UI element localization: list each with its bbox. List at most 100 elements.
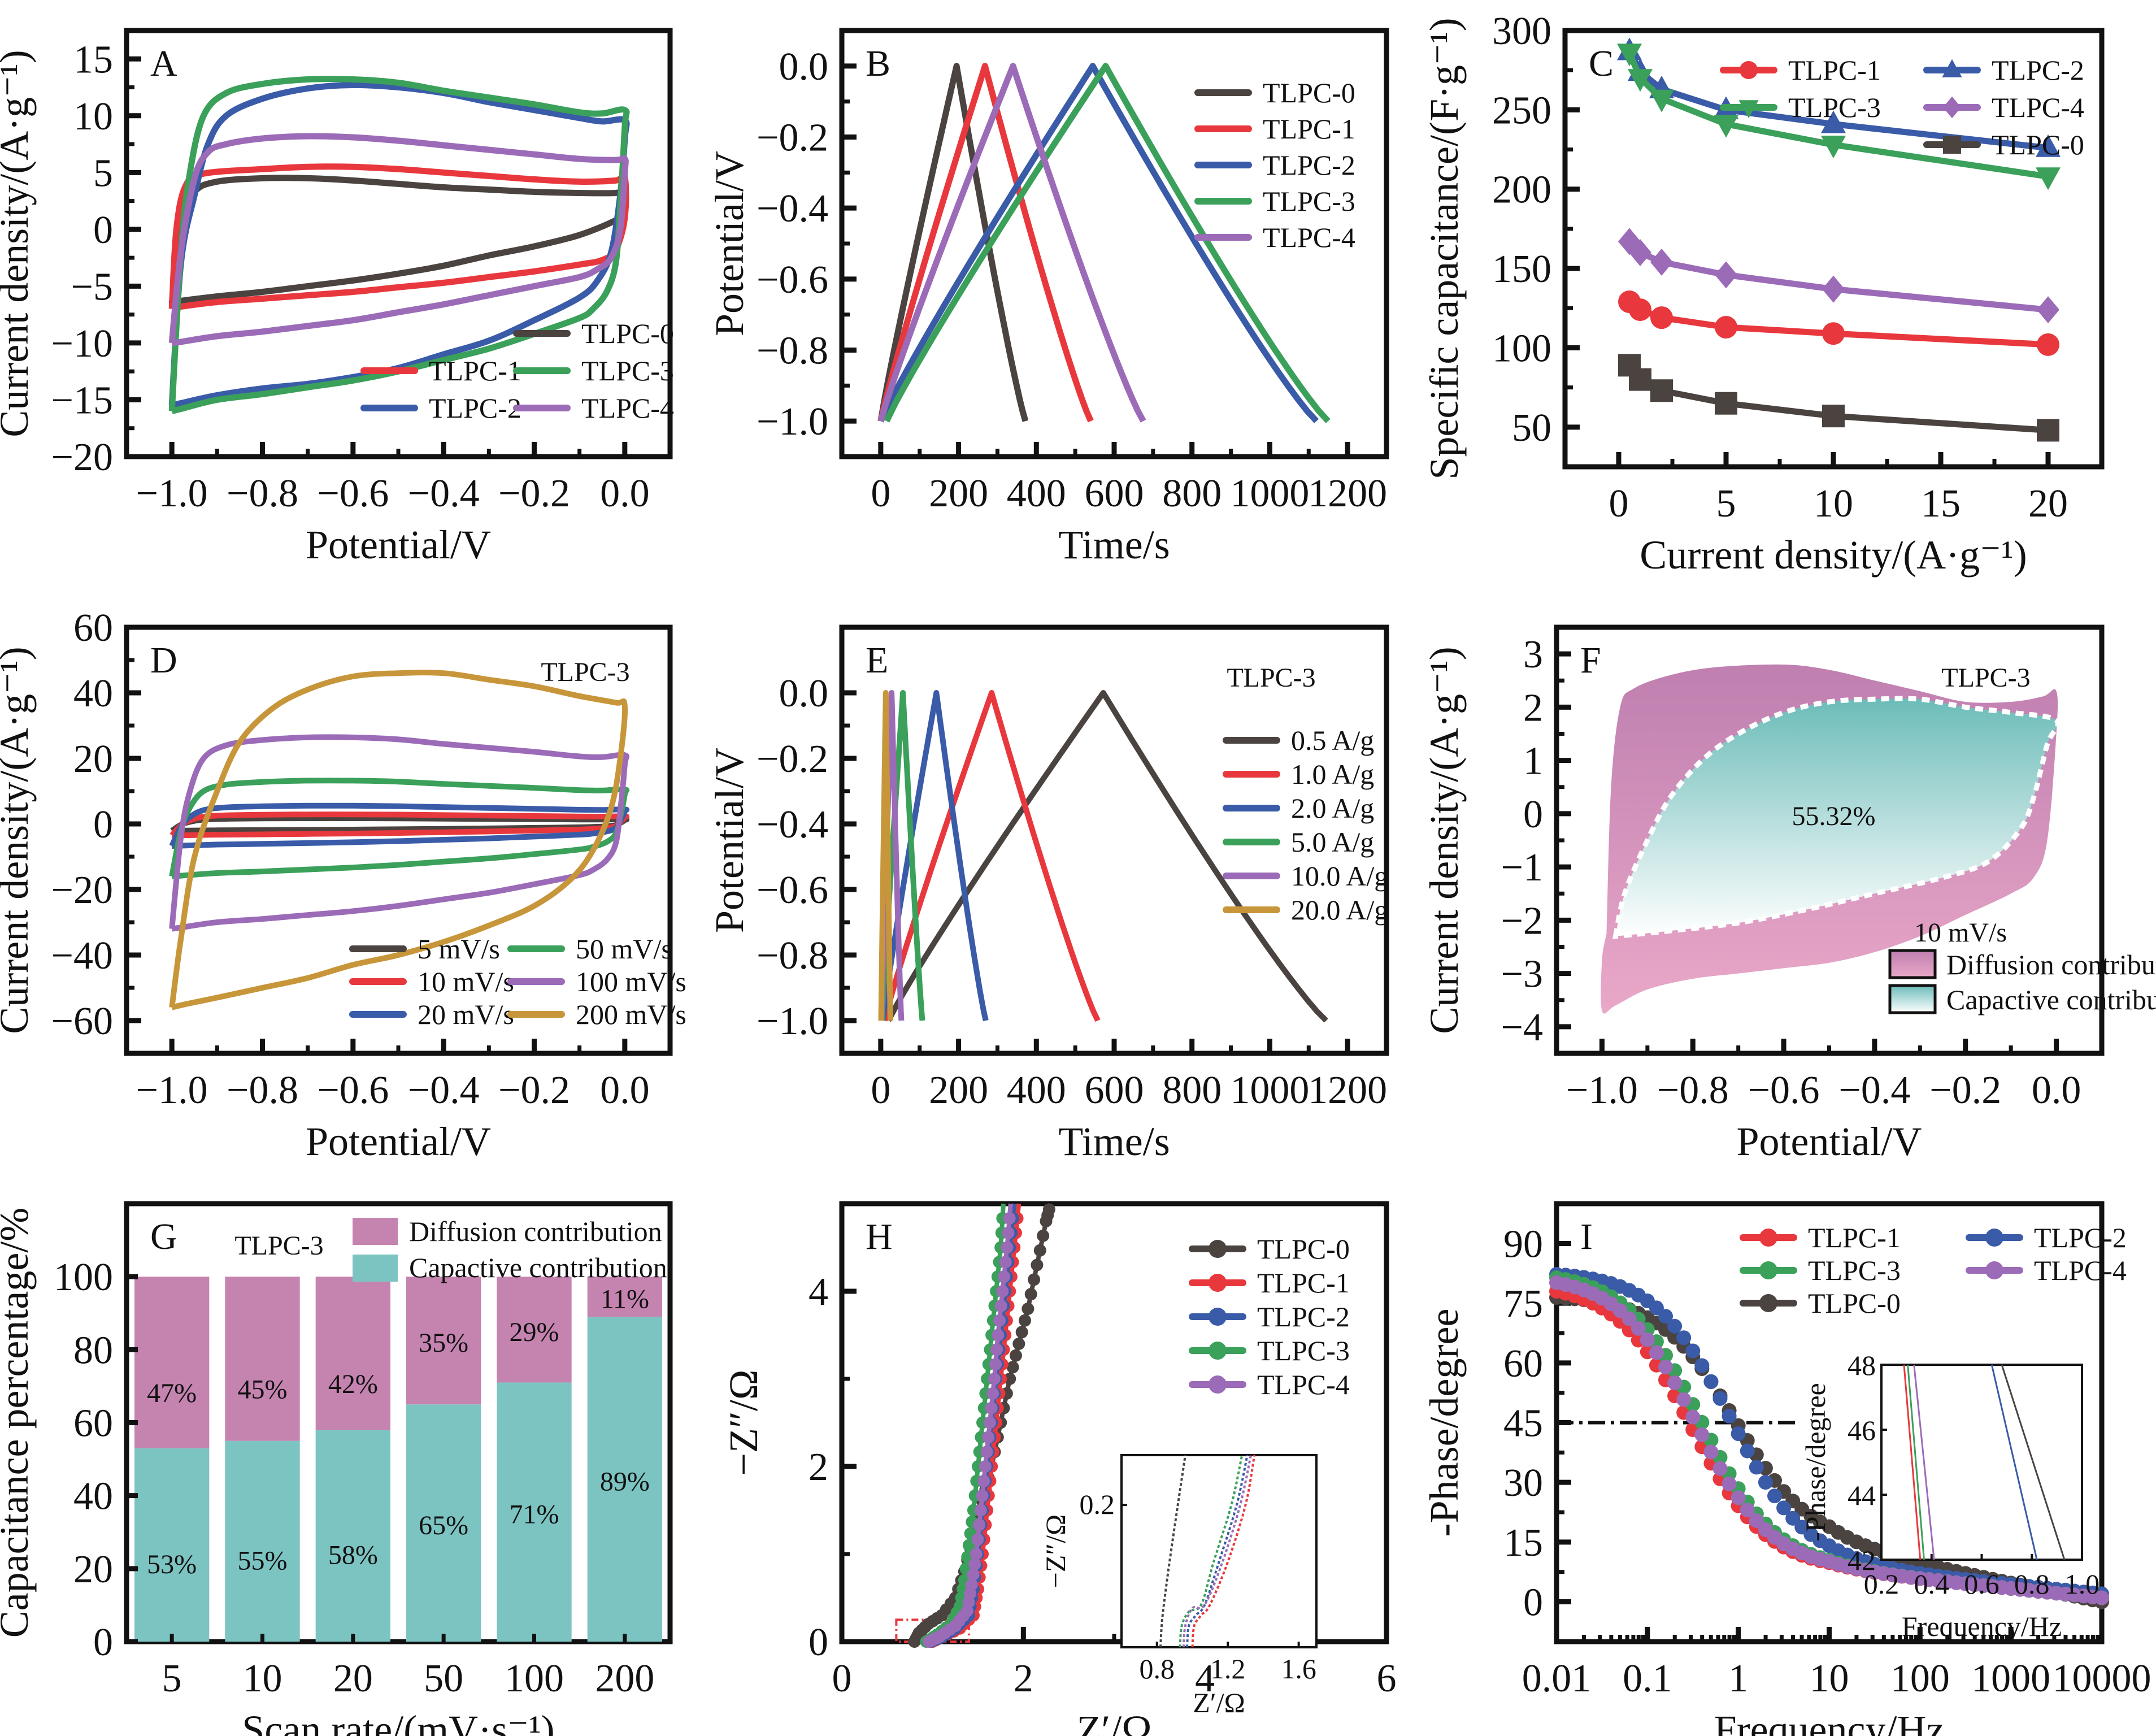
y-tick-label: 3: [1523, 633, 1543, 676]
phase-point: [1749, 1513, 1764, 1528]
nyquist-point: [993, 1314, 1006, 1327]
x-tick-label: 10000: [2053, 1657, 2151, 1700]
bar-diffusion: [225, 1277, 300, 1441]
inset-y-axis-title: -Phase/degree: [1799, 1383, 1831, 1541]
legend-swatch-capacitive: [1888, 984, 1937, 1014]
legend-label: TLPC-4: [1257, 1369, 1350, 1400]
triangle-down-marker: [1649, 89, 1674, 112]
panel-label: B: [866, 43, 890, 84]
x-axis-title: Z′/Ω: [1076, 1707, 1151, 1736]
y-axis-title: Specific capacitance/(F·g⁻¹): [1422, 18, 1467, 479]
x-tick-label: 15: [1921, 482, 1961, 526]
x-tick-label: 0.01: [1522, 1657, 1592, 1700]
nyquist-point: [994, 1299, 1007, 1312]
x-tick-label: −0.2: [1929, 1069, 2001, 1112]
legend-label: TLPC-4: [581, 392, 674, 424]
nyquist-point: [1002, 1226, 1015, 1239]
circle-marker: [1985, 1229, 2003, 1247]
legend-label: TLPC-0: [581, 318, 674, 349]
x-axis-title: Time/s: [1058, 522, 1170, 567]
legend-label: 5 mV/s: [418, 933, 500, 965]
legend-label: TLPC-1: [1263, 113, 1355, 145]
square-marker: [1650, 379, 1673, 402]
y-tick-label: 0: [93, 1621, 113, 1664]
y-tick-label: 0: [808, 1621, 828, 1664]
y-tick-label: −1.0: [757, 400, 828, 444]
x-tick-label: 600: [1085, 472, 1144, 515]
phase-point: [1676, 1330, 1692, 1346]
y-tick-label: 20: [73, 737, 113, 781]
phase-point: [1667, 1318, 1683, 1334]
y-tick-label: −0.8: [757, 329, 828, 373]
gcd-curve-tlpc-1: [877, 63, 1094, 423]
nyquist-point: [1028, 1273, 1041, 1286]
x-tick-label: 50: [424, 1657, 463, 1700]
y-tick-label: −20: [51, 869, 113, 912]
y-tick-label: −4: [1501, 1006, 1543, 1049]
y-tick-label: 20: [73, 1548, 113, 1591]
square-marker: [1629, 368, 1651, 391]
phase-point: [1694, 1358, 1710, 1373]
square-marker: [1822, 405, 1845, 428]
x-tick-label: −0.6: [1748, 1069, 1820, 1112]
phase-point: [1740, 1443, 1755, 1459]
nyquist-point: [1006, 1361, 1019, 1374]
nyquist-point: [1003, 1212, 1016, 1225]
bar-value-label: 55%: [238, 1546, 288, 1576]
bar-value-label: 89%: [600, 1467, 650, 1497]
x-tick-label: 0.0: [600, 472, 650, 515]
x-tick-label: 800: [1162, 1069, 1222, 1112]
y-tick-label: 40: [73, 1475, 113, 1518]
y-tick-label: 15: [1503, 1521, 1543, 1565]
legend-label: TLPC-1: [1808, 1222, 1901, 1253]
legend-label: TLPC-0: [1257, 1233, 1350, 1265]
nyquist-point: [974, 1504, 987, 1517]
triangle-down-marker: [1714, 115, 1738, 138]
nyquist-point: [967, 1568, 980, 1581]
legend-label: TLPC-3: [1263, 185, 1355, 217]
circle-marker: [1759, 1229, 1777, 1247]
nyquist-point: [970, 1548, 983, 1560]
phase-point: [1676, 1392, 1692, 1407]
legend-label: TLPC-1: [1257, 1267, 1350, 1299]
x-tick-label: −0.6: [317, 1069, 389, 1112]
legend-label: TLPC-0: [1808, 1287, 1901, 1319]
inset-phase-line: [1903, 1364, 1922, 1560]
circle-marker: [2037, 333, 2059, 356]
cv-curve-scan-rate: [169, 670, 628, 1010]
x-tick-label: 1000: [1971, 1657, 2050, 1700]
y-tick-label: 4: [808, 1270, 828, 1314]
legend-label: TLPC-4: [2034, 1255, 2127, 1286]
inset-y-tick-label: 46: [1848, 1414, 1876, 1446]
bar-diffusion: [134, 1277, 210, 1448]
phase-point: [1776, 1500, 1792, 1516]
x-tick-label: 200: [929, 1069, 988, 1112]
nyquist-point: [965, 1578, 978, 1591]
phase-point: [1667, 1375, 1683, 1390]
sample-annotation: TLPC-3: [1941, 663, 2030, 693]
panel-d-cv-scan-rates: −1.0 −0.8 −0.6 −0.4 −0.2 0.0 60 40 20 0 −20 −40 −60 P…: [0, 606, 686, 1164]
phase-point: [1694, 1427, 1710, 1442]
y-tick-label: −2: [1501, 899, 1543, 943]
phase-point: [1731, 1426, 1746, 1442]
square-marker: [1943, 136, 1961, 154]
y-tick-label: 50: [1512, 406, 1551, 450]
legend-label: TLPC-3: [581, 355, 674, 387]
panel-label: C: [1589, 43, 1614, 84]
x-tick-label: 0.0: [600, 1069, 650, 1112]
x-tick-label: −1.0: [136, 472, 208, 515]
x-tick-label: 0: [871, 472, 890, 515]
x-tick-label: 0.1: [1623, 1657, 1672, 1700]
phase-point: [1703, 1374, 1719, 1389]
y-tick-label: 100: [54, 1256, 113, 1299]
x-tick-label: 5: [1716, 482, 1736, 526]
y-tick-label: −0.4: [757, 187, 828, 231]
y-axis-title: Current density/(A·g⁻¹): [0, 50, 37, 437]
panel-f-capacitive-contribution: −1.0 −0.8 −0.6 −0.4 −0.2 0.0 3 2 1 0 −1 −2 −3 −4 Poten…: [1422, 624, 2156, 1164]
y-tick-label: −0.6: [757, 258, 828, 302]
circle-marker: [1740, 61, 1758, 79]
cv-curve-tlpc-3: [168, 76, 630, 414]
bar-value-label: 35%: [419, 1328, 468, 1358]
y-tick-label: 5: [93, 151, 113, 195]
bar-capacitive: [587, 1317, 662, 1642]
